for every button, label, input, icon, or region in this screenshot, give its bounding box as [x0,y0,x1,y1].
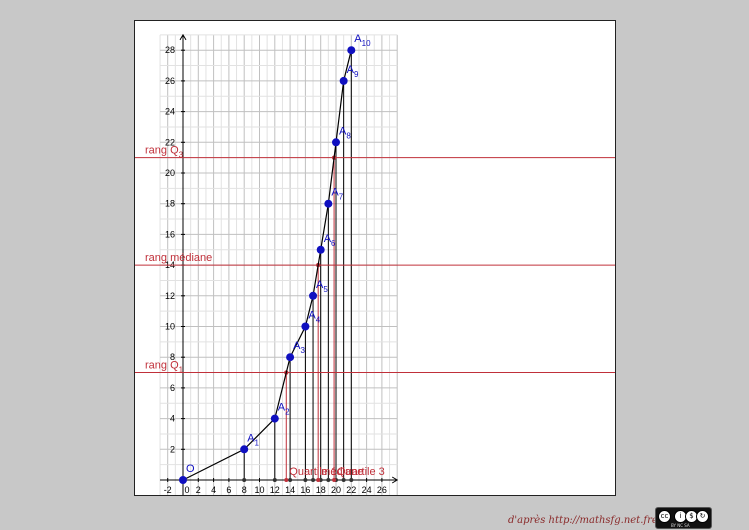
rank-line-label: rang médiane [145,252,212,264]
data-point[interactable] [270,414,279,423]
x-tick-label: 2 [196,485,201,495]
y-tick-label: 10 [165,322,175,332]
x-tick-label: 24 [362,485,372,495]
data-point[interactable] [286,353,295,362]
y-tick-label: 26 [165,76,175,86]
point-drop-foot [272,478,277,482]
y-tick-label: 2 [170,444,175,454]
x-tick-label: 14 [285,485,295,495]
creative-commons-by-nc-sa-icon[interactable]: cc i $ ↻ BY NC SA [655,507,712,529]
chart-frame: -2 0 2 4 6 8 10 12 14 16 18 20 22 24 26 2 4 6 8 10 12 14 16 18 2… [134,20,616,496]
point-drop-foot [303,478,308,482]
quantile-label: Quartile 3 [337,466,385,478]
data-point[interactable] [179,476,187,484]
chart-svg: -2 0 2 4 6 8 10 12 14 16 18 20 22 24 26246810121416182… [135,33,615,495]
y-tick-label: 28 [165,45,175,55]
data-point[interactable] [332,138,340,147]
sa-icon: ↻ [696,510,709,523]
y-tick-label: 24 [165,107,175,117]
data-point[interactable] [339,76,348,85]
data-point[interactable] [316,245,325,254]
x-tick-label: 16 [300,485,310,495]
y-tick-label: 4 [170,414,175,424]
y-tick-label: 6 [170,383,175,393]
y-tick-label: 18 [165,199,175,209]
point-label: A3 [293,340,305,355]
data-point[interactable] [301,322,310,331]
quantile-foot [284,478,289,482]
point-label: A10 [354,33,371,48]
point-drop-foot [288,478,293,482]
y-tick-label: 16 [165,229,175,239]
point-drop-foot [349,478,354,482]
data-point[interactable] [347,46,356,55]
x-tick-label: 12 [270,485,280,495]
y-tick-label: 12 [165,291,175,301]
point-label: A7 [331,187,343,202]
x-tick-label: 0 [184,485,189,495]
license-label: BY NC SA [671,523,690,528]
point-label: A9 [347,64,359,79]
data-point[interactable] [240,445,249,454]
x-tick-label: 4 [211,485,216,495]
point-label: O [186,463,195,475]
x-tick-label: 26 [377,485,387,495]
x-tick-label: -2 [164,485,172,495]
point-drop-foot [341,478,346,482]
data-point[interactable] [309,291,318,300]
y-tick-label: 8 [170,352,175,362]
x-tick-label: 22 [346,485,356,495]
rank-line-label: rang Q3 [145,145,184,160]
point-drop-foot [326,478,331,482]
x-tick-label: 10 [254,485,264,495]
point-label: A8 [339,125,351,140]
y-tick-label: 20 [165,168,175,178]
point-drop-foot [311,478,316,482]
x-tick-label: 18 [316,485,326,495]
cc-icon: cc [658,510,671,523]
point-drop-foot [242,478,247,482]
quantile-foot [316,478,321,482]
x-tick-label: 6 [226,485,231,495]
rank-line-label: rang Q1 [145,360,184,375]
x-tick-label: 20 [331,485,341,495]
quantile-foot [332,478,337,482]
y-tick-label: 22 [165,137,175,147]
quantile-label: Quartile 1 [289,466,337,478]
x-tick-label: 8 [242,485,247,495]
credit-text: d'après http://mathsfg.net.free.fr [508,515,676,526]
x-axis-arrow-icon [391,476,399,484]
point-label: A2 [278,402,290,417]
y-axis-arrow-icon [179,33,187,41]
quantile-label: médiane [321,466,363,478]
data-point[interactable] [324,199,333,208]
point-label: A4 [308,310,320,325]
